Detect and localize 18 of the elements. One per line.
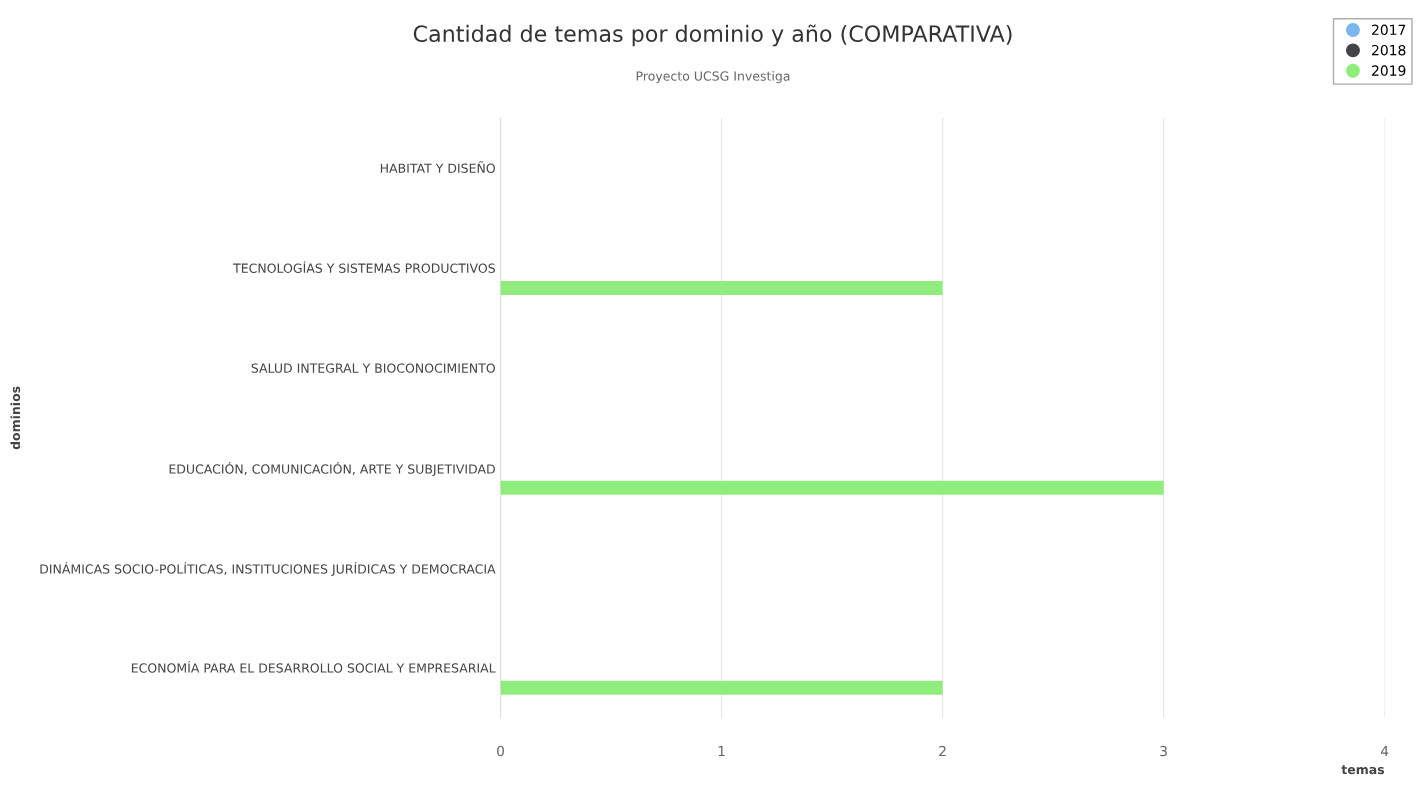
chart-title: Cantidad de temas por dominio y año (COMPARATIVA) — [413, 24, 1012, 47]
x-axis-title: temas — [1341, 765, 1385, 775]
y-tick-label: HABITAT Y DISEÑO — [380, 161, 495, 173]
y-tick-label: ECONOMÍA PARA EL DESARROLLO SOCIAL Y EMPRESARIAL — [131, 660, 496, 673]
x-tick-label: 0 — [497, 745, 505, 757]
legend-label: 2017 — [1372, 24, 1406, 36]
y-tick-label: TECNOLOGÍAS Y SISTEMAS PRODUCTIVOS — [233, 261, 495, 273]
chart-subtitle: Proyecto UCSG Investiga — [636, 71, 790, 84]
y-tick-label: SALUD INTEGRAL Y BIOCONOCIMIENTO — [251, 363, 495, 373]
y-axis-title: dominios — [10, 386, 21, 450]
y-tick-label: DINÁMICAS SOCIO-POLÍTICAS, INSTITUCIONES JURÍDICAS Y DEMOCRACIA — [40, 561, 496, 577]
y-tick-label: EDUCACIÓN, COMUNICACIÓN, ARTE Y SUBJETIVIDAD — [169, 462, 495, 477]
x-tick-label: 2 — [939, 745, 946, 757]
x-tick-label: 1 — [718, 745, 725, 757]
legend-label: 2018 — [1372, 44, 1406, 56]
legend-label: 2019 — [1372, 65, 1406, 76]
x-tick-label: 3 — [1160, 745, 1167, 757]
x-tick-label: 4 — [1380, 745, 1389, 757]
